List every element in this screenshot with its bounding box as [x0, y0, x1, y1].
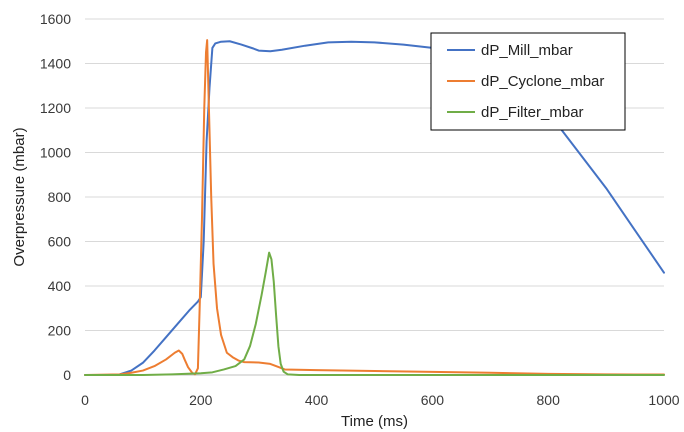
- y-axis-title: Overpressure (mbar): [11, 127, 28, 266]
- y-tick-label: 1600: [40, 11, 71, 27]
- x-tick-label: 400: [305, 392, 329, 408]
- x-tick-label: 200: [189, 392, 213, 408]
- x-tick-label: 0: [81, 392, 89, 408]
- legend: dP_Mill_mbar dP_Cyclone_mbar dP_Filter_mba…: [430, 32, 626, 131]
- y-tick-label: 400: [48, 278, 72, 294]
- tick-label-layer: 0 200 400 600 800 1000 1200 1400 1600 0 200 400 600 8…: [40, 11, 680, 408]
- series-line-dp-cyclone-mbar: [84, 39, 665, 376]
- grid-layer: [85, 18, 664, 331]
- x-tick-label: 600: [421, 392, 445, 408]
- legend-label: dP_Mill_mbar: [481, 42, 573, 59]
- legend-label: dP_Cyclone_mbar: [481, 73, 604, 90]
- y-tick-label: 1400: [40, 56, 71, 72]
- x-tick-label: 800: [537, 392, 561, 408]
- y-tick-label: 1000: [40, 145, 71, 161]
- series-line-dp-filter-mbar: [84, 251, 665, 376]
- y-tick-label: 1200: [40, 100, 71, 116]
- x-tick-label: 1000: [648, 392, 679, 408]
- y-tick-label: 0: [63, 367, 71, 383]
- y-tick-label: 200: [48, 323, 72, 339]
- x-axis-title: Time (ms): [341, 413, 408, 430]
- legend-label: dP_Filter_mbar: [481, 104, 584, 121]
- y-tick-label: 600: [48, 234, 72, 250]
- y-tick-label: 800: [48, 189, 72, 205]
